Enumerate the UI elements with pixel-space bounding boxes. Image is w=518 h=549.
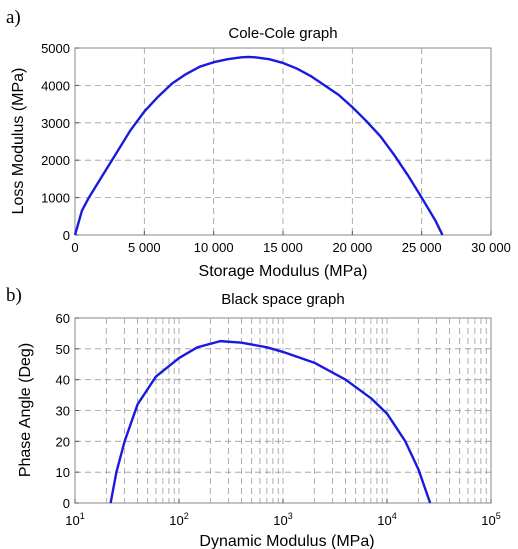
y-tick-label: 4000 <box>41 78 70 93</box>
x-tick-label: 15 000 <box>263 240 303 255</box>
y-axis-label: Loss Modulus (MPa) <box>10 68 27 215</box>
series-group <box>109 339 432 504</box>
chart-title: Cole-Cole graph <box>228 25 337 42</box>
y-tick-label: 20 <box>56 434 70 449</box>
series-group <box>73 55 444 236</box>
y-tick-label: 0 <box>63 228 70 243</box>
x-tick-label: 20 000 <box>332 240 372 255</box>
chart-cole-cole: a) Cole-Cole graph 0 5 000 10 000 15 000 20 … <box>6 7 511 280</box>
x-tick-label: 10 000 <box>194 240 234 255</box>
x-tick-label: 0 <box>71 240 78 255</box>
x-tick-label: 5 000 <box>128 240 161 255</box>
series-line <box>109 339 432 504</box>
x-tick-label: 103 <box>273 511 292 528</box>
y-tick-label: 3000 <box>41 116 70 131</box>
panel-label-a: a) <box>6 7 21 28</box>
y-tick-label: 40 <box>56 373 70 388</box>
y-tick-label: 30 <box>56 404 70 419</box>
axis-ticks: 101 102 103 104 105 0 10 20 30 40 50 60 <box>56 311 501 528</box>
y-tick-label: 1000 <box>41 191 70 206</box>
grid <box>75 48 491 235</box>
x-tick-label: 101 <box>65 511 84 528</box>
chart-black-space: b) Black space graph 101 102 103 104 105 0 10 2… <box>6 285 501 549</box>
axis-ticks: 0 5 000 10 000 15 000 20 000 25 000 30 000 0 100… <box>41 41 511 255</box>
y-axis-label: Phase Angle (Deg) <box>17 343 34 477</box>
x-tick-label: 25 000 <box>402 240 442 255</box>
x-tick-label: 102 <box>169 511 188 528</box>
y-tick-label: 0 <box>63 496 70 511</box>
y-tick-label: 60 <box>56 311 70 326</box>
panel-label-b: b) <box>6 285 22 306</box>
y-tick-label: 10 <box>56 465 70 480</box>
chart-title: Black space graph <box>221 291 344 308</box>
x-axis-label: Storage Modulus (MPa) <box>199 263 368 280</box>
y-tick-label: 2000 <box>41 153 70 168</box>
x-tick-label: 105 <box>481 511 500 528</box>
x-axis-label: Dynamic Modulus (MPa) <box>199 533 374 549</box>
x-tick-label: 104 <box>377 511 396 528</box>
y-tick-label: 5000 <box>41 41 70 56</box>
series-line <box>73 55 444 236</box>
x-tick-label: 30 000 <box>471 240 511 255</box>
y-tick-label: 50 <box>56 342 70 357</box>
